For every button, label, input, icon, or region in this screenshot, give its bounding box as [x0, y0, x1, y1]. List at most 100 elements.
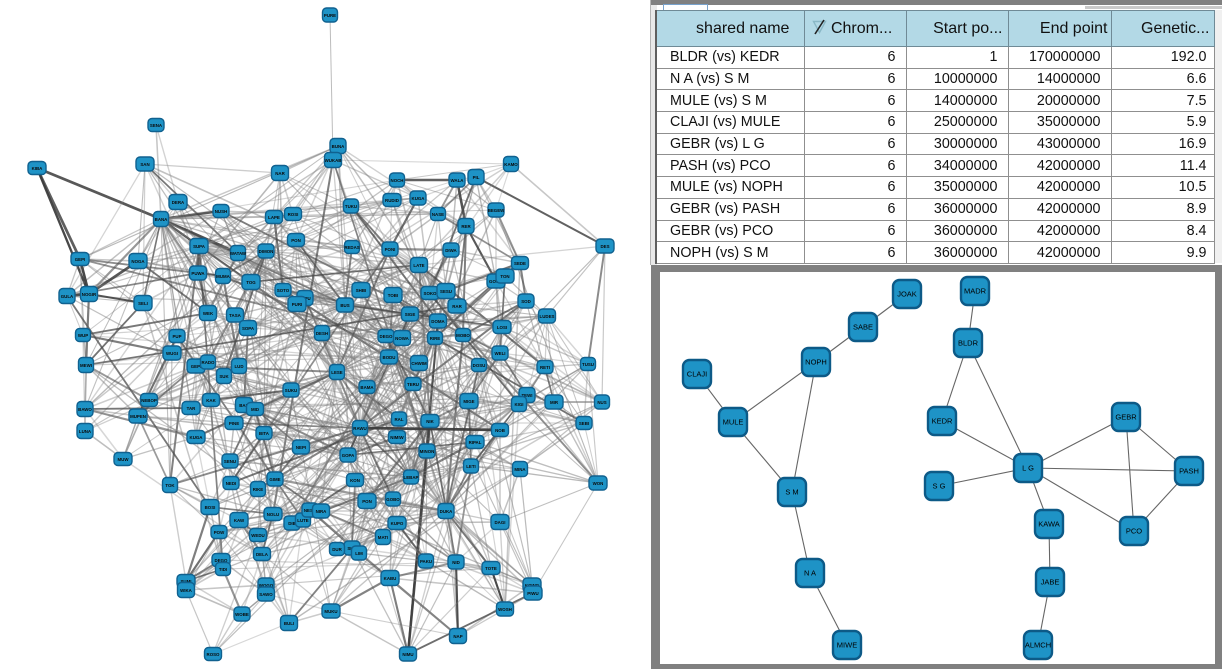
svg-text:WUP: WUP [78, 333, 88, 338]
svg-text:NEBOP: NEBOP [141, 398, 157, 403]
svg-text:RADO: RADO [202, 360, 216, 365]
svg-text:MULE: MULE [723, 418, 744, 427]
svg-text:LATE: LATE [413, 263, 424, 268]
svg-text:MINA: MINA [514, 467, 526, 472]
svg-text:BODU: BODU [383, 355, 396, 360]
svg-text:KIBA: KIBA [32, 166, 44, 171]
svg-text:SUKU: SUKU [285, 388, 297, 393]
svg-text:GEBR: GEBR [1115, 413, 1137, 422]
svg-text:PON: PON [291, 238, 301, 243]
svg-text:WALA: WALA [451, 178, 465, 183]
svg-text:PUWA: PUWA [191, 271, 205, 276]
svg-text:MUW: MUW [118, 457, 130, 462]
svg-text:RAWU: RAWU [353, 426, 366, 431]
svg-text:LOSI: LOSI [497, 325, 507, 330]
svg-text:TEWI: TEWI [522, 393, 533, 398]
svg-text:LEBAP: LEBAP [404, 475, 419, 480]
svg-text:GOPA: GOPA [342, 453, 355, 458]
svg-text:DELA: DELA [256, 552, 269, 557]
svg-text:KAMO: KAMO [504, 162, 518, 167]
svg-text:TUKU: TUKU [345, 204, 357, 209]
svg-text:PON: PON [362, 499, 372, 504]
svg-text:RER: RER [461, 224, 471, 229]
svg-text:BEGEW: BEGEW [488, 208, 505, 213]
svg-text:L G: L G [1022, 464, 1034, 473]
svg-text:WOSH: WOSH [498, 607, 512, 612]
svg-text:SOTO: SOTO [277, 288, 290, 293]
svg-text:RETI: RETI [540, 365, 550, 370]
svg-text:DUKA: DUKA [440, 509, 454, 514]
svg-text:LESE: LESE [331, 370, 343, 375]
svg-text:BULI: BULI [284, 621, 294, 626]
svg-text:NOLU: NOLU [267, 512, 279, 517]
svg-text:DES: DES [600, 244, 609, 249]
svg-text:NIK: NIK [426, 419, 434, 424]
svg-text:TOK: TOK [165, 483, 175, 488]
svg-text:BANA: BANA [155, 217, 169, 222]
svg-text:S G: S G [933, 482, 946, 491]
svg-text:LUTE: LUTE [297, 518, 309, 523]
svg-text:RIKE: RIKE [253, 487, 264, 492]
svg-text:GEPI: GEPI [75, 257, 86, 262]
svg-text:BAMA: BAMA [360, 385, 374, 390]
svg-text:GEPI: GEPI [191, 364, 202, 369]
svg-text:SUK: SUK [219, 374, 229, 379]
svg-text:GIME: GIME [269, 477, 280, 482]
svg-text:KABU: KABU [384, 576, 397, 581]
svg-text:NEDI: NEDI [226, 481, 237, 486]
svg-text:RIPAL: RIPAL [469, 440, 482, 445]
svg-text:SABE: SABE [853, 323, 873, 332]
svg-text:DEGO: DEGO [215, 558, 229, 563]
svg-text:MID: MID [251, 407, 259, 412]
svg-text:KEDR: KEDR [932, 417, 953, 426]
svg-text:DEGO: DEGO [380, 334, 394, 339]
svg-text:CHWIM: CHWIM [411, 361, 427, 366]
svg-text:DIB: DIB [288, 521, 296, 526]
svg-text:NUS: NUS [597, 400, 606, 405]
svg-text:S M: S M [785, 488, 798, 497]
svg-text:REDAS: REDAS [344, 245, 359, 250]
svg-text:MADR: MADR [964, 287, 987, 296]
svg-text:BUS: BUS [340, 303, 349, 308]
svg-text:SENU: SENU [224, 459, 236, 464]
svg-text:LUD: LUD [234, 364, 243, 369]
svg-text:NOB: NOB [495, 428, 505, 433]
svg-text:JABE: JABE [1041, 578, 1060, 587]
svg-text:BITA: BITA [259, 431, 270, 436]
svg-text:NOPH: NOPH [805, 358, 827, 367]
svg-text:SIGE: SIGE [405, 312, 416, 317]
svg-text:WELI: WELI [495, 351, 506, 356]
svg-text:WIKA: WIKA [180, 588, 193, 593]
svg-text:PASH: PASH [1179, 467, 1199, 476]
svg-text:KUGA: KUGA [412, 196, 426, 201]
svg-text:PURI: PURI [292, 302, 303, 307]
svg-text:WOGO: WOGO [259, 583, 274, 588]
svg-text:RUDID: RUDID [385, 198, 399, 203]
svg-text:SUMI: SUMI [181, 579, 192, 584]
svg-text:LETI: LETI [466, 464, 476, 469]
svg-text:TASA: TASA [229, 313, 241, 318]
svg-text:DERA: DERA [172, 200, 185, 205]
svg-text:NAR: NAR [275, 171, 285, 176]
svg-text:BOSI: BOSI [205, 505, 216, 510]
svg-text:DOMA: DOMA [431, 319, 445, 324]
svg-text:DAGI: DAGI [495, 520, 506, 525]
svg-text:DESH: DESH [316, 331, 328, 336]
svg-text:SELI: SELI [138, 301, 148, 306]
svg-text:SAN: SAN [140, 162, 149, 167]
svg-text:ROSI: ROSI [288, 212, 299, 217]
svg-text:PURE: PURE [324, 13, 336, 18]
svg-text:TUSU: TUSU [582, 362, 594, 367]
svg-text:KIGI: KIGI [514, 402, 523, 407]
svg-text:ROSO: ROSO [207, 652, 221, 657]
svg-text:NOCH: NOCH [391, 178, 404, 183]
svg-text:SEDE: SEDE [514, 261, 526, 266]
svg-text:SOPA: SOPA [242, 326, 255, 331]
svg-text:KAW: KAW [234, 518, 245, 523]
svg-text:NOGIR: NOGIR [82, 292, 97, 297]
svg-text:TOTE: TOTE [485, 566, 497, 571]
svg-text:DIMON: DIMON [259, 249, 274, 254]
svg-text:N A: N A [804, 569, 816, 578]
svg-text:LUNA: LUNA [79, 429, 92, 434]
svg-text:NOWA: NOWA [395, 336, 409, 341]
